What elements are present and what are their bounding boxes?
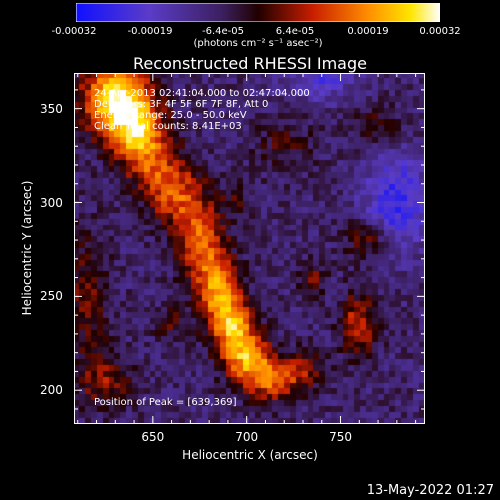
info-clean-counts: Clean Total counts: 8.41E+03 [94, 121, 242, 132]
x-tick-label: 650 [141, 430, 165, 444]
colorbar-tick-label: -6.4e-05 [202, 26, 244, 37]
heatmap-image [74, 73, 425, 424]
info-time-range: 24-Apr-2013 02:41:04.000 to 02:47:04.000 [94, 88, 310, 99]
colorbar-tick-label: 0.00032 [419, 26, 461, 37]
y-tick-label: 250 [40, 289, 63, 304]
peak-position-label: Position of Peak = [639,369] [94, 397, 237, 408]
colorbar-tick-label: -0.00032 [51, 26, 97, 37]
colorbar-tick-label: -0.00019 [127, 26, 173, 37]
timestamp: 13-May-2022 01:27 [366, 483, 494, 498]
chart-title: Reconstructed RHESSI Image [133, 54, 367, 73]
colorbar [76, 3, 440, 22]
info-energy-range: Energy Range: 25.0 - 50.0 keV [94, 110, 247, 121]
colorbar-tick-label: 0.00019 [347, 26, 389, 37]
plot-area: 24-Apr-2013 02:41:04.000 to 02:47:04.000… [74, 73, 425, 424]
y-tick-label: 200 [40, 383, 63, 398]
y-axis-label: Heliocentric Y (arcsec) [20, 180, 34, 316]
info-detectors: Detectors: 3F 4F 5F 6F 7F 8F, Att 0 [94, 99, 269, 110]
plot-frame [74, 73, 425, 424]
colorbar-tick-label: 6.4e-05 [275, 26, 315, 37]
y-tick-label: 300 [40, 195, 63, 210]
x-axis-label: Heliocentric X (arcsec) [182, 448, 318, 462]
colorbar-unit-label: (photons cm⁻² s⁻¹ asec⁻²) [193, 38, 323, 49]
x-tick-label: 700 [235, 430, 259, 444]
plot-border [74, 73, 425, 424]
x-tick-label: 750 [329, 430, 352, 444]
y-tick-label: 350 [40, 101, 63, 116]
